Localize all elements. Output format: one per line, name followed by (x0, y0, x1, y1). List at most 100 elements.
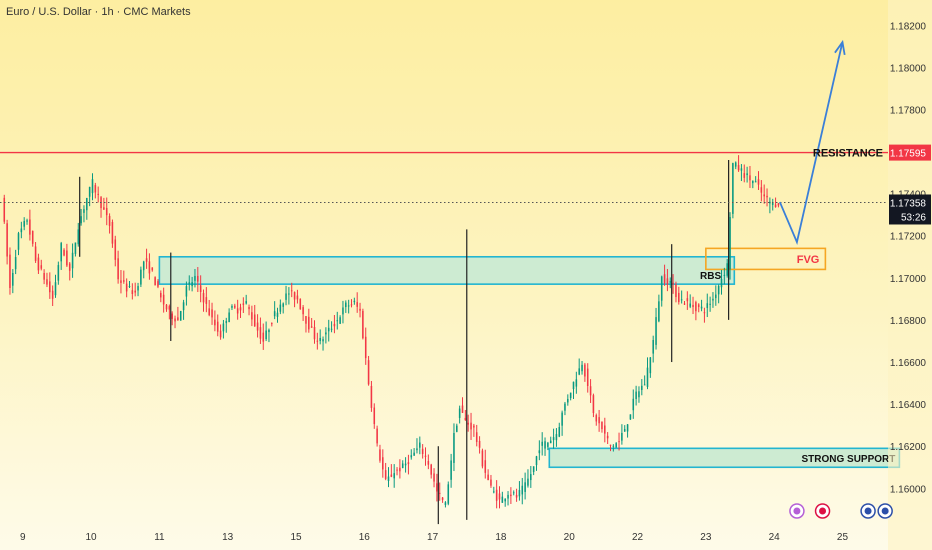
candle-body (709, 303, 711, 305)
candle-body (538, 450, 541, 454)
candle-body (629, 414, 632, 420)
candle-body (527, 478, 529, 486)
candle-body (461, 405, 464, 413)
candle-body (330, 328, 333, 330)
candle-body (157, 281, 159, 287)
candle-body (757, 179, 760, 185)
candle-body (507, 494, 509, 499)
candle-body (140, 269, 142, 285)
candle-body (595, 415, 598, 422)
candle-body (530, 474, 532, 481)
candle-body (199, 285, 202, 292)
candle-body (652, 340, 654, 354)
candle-body (441, 497, 444, 500)
candle-body (424, 455, 427, 457)
y-tick-label: 1.18000 (890, 63, 927, 74)
candle-body (225, 321, 228, 324)
candle-body (666, 278, 669, 285)
candle-body (606, 435, 609, 439)
candle-body (171, 313, 173, 319)
candle-body (262, 332, 265, 342)
candle-body (370, 385, 373, 408)
candle-body (549, 440, 552, 444)
candle-body (618, 441, 620, 443)
candle-body (621, 432, 623, 441)
candle-body (555, 434, 558, 441)
candle-body (456, 425, 458, 432)
candle-body (552, 437, 555, 441)
candle-body (766, 195, 768, 198)
candle-body (211, 309, 213, 318)
candle-body (382, 457, 384, 470)
candle-body (623, 429, 626, 432)
candle-body (236, 308, 239, 314)
candle-body (427, 460, 430, 465)
candle-body (299, 298, 302, 310)
candle-body (763, 194, 765, 197)
candle-body (774, 204, 777, 208)
candle-body (481, 450, 484, 467)
candle-body (253, 314, 256, 327)
candle-body (111, 221, 114, 244)
candle-body (444, 502, 447, 505)
y-tick-label: 1.16800 (890, 316, 927, 327)
candle-body (251, 312, 253, 320)
candle-body (641, 385, 643, 390)
candle-body (436, 483, 438, 492)
candle-body (393, 473, 395, 479)
candle-body (54, 282, 57, 296)
candle-body (9, 254, 11, 289)
candle-body (182, 302, 185, 311)
candle-body (174, 318, 176, 322)
candle-body (692, 304, 694, 308)
candle-body (373, 407, 376, 425)
candle-body (197, 275, 199, 282)
y-tick-label: 1.17200 (890, 232, 927, 243)
candle-body (194, 275, 196, 281)
candle-body (743, 173, 746, 178)
candle-body (17, 233, 20, 250)
candle-body (46, 279, 48, 285)
candle-body (114, 239, 117, 260)
candle-body (473, 425, 475, 428)
candle-body (74, 242, 77, 254)
y-tick-label: 1.16400 (890, 400, 927, 411)
candle-body (313, 327, 316, 340)
candle-body (601, 421, 603, 430)
candle-body (12, 272, 14, 286)
candle-body (678, 292, 680, 303)
x-tick-label: 24 (769, 532, 781, 543)
x-tick-label: 10 (86, 532, 98, 543)
candle-body (202, 293, 205, 303)
candle-body (248, 306, 250, 310)
candle-body (364, 336, 367, 359)
candle-body (470, 422, 472, 430)
candle-body (57, 265, 60, 281)
flag-eu-icon-dot (864, 507, 872, 515)
candle-body (649, 357, 652, 374)
x-tick-label: 20 (564, 532, 576, 543)
candle-body (524, 482, 526, 492)
candle-body (325, 332, 327, 335)
candle-body (547, 442, 549, 447)
candle-body (20, 228, 23, 233)
x-tick-label: 22 (632, 532, 644, 543)
candle-body (51, 290, 54, 299)
candle-body (83, 209, 85, 213)
candle-body (387, 476, 390, 481)
candle-body (532, 466, 535, 472)
candle-body (638, 391, 640, 398)
candle-body (3, 197, 6, 222)
candle-body (589, 386, 592, 396)
candle-body (319, 337, 321, 341)
fvg-zone (705, 247, 827, 271)
candle-body (407, 462, 410, 465)
candle-body (359, 308, 361, 311)
candle-body (697, 304, 700, 308)
resistance-label: RESISTANCE (813, 148, 883, 160)
candle-body (327, 327, 330, 332)
candle-body (612, 445, 615, 447)
candle-body (108, 215, 111, 226)
